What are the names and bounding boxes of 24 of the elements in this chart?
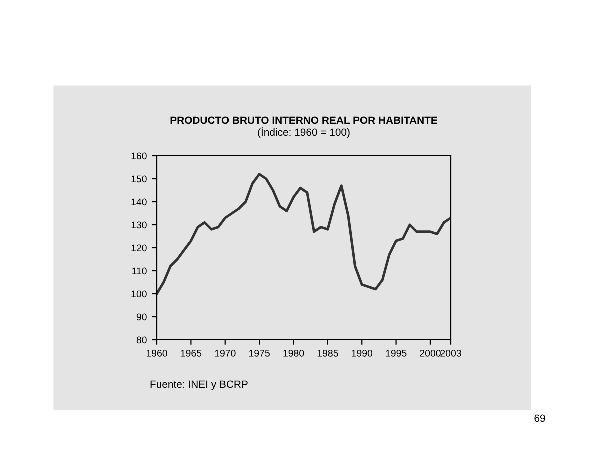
line-series — [157, 173, 451, 296]
x-tick-label: 1980 — [284, 350, 304, 357]
x-tick-label: 1960 — [146, 350, 168, 357]
chart-subtitle: (Índice: 1960 = 100) — [258, 126, 350, 138]
x-tick-label: 1990 — [352, 350, 373, 357]
source-note: Fuente: INEI y BCRP — [150, 380, 248, 390]
y-tick-label: 140 — [132, 198, 147, 206]
y-tick-label: 160 — [132, 152, 147, 160]
x-tick-label: 1995 — [386, 350, 407, 357]
x-tick-label: 2000 — [420, 350, 441, 357]
y-tick-label: 100 — [132, 290, 147, 298]
text: 69 — [534, 414, 546, 422]
x-tick-label: 2003 — [440, 350, 462, 357]
y-tick-label: 120 — [132, 244, 147, 252]
y-tick-label: 90 — [136, 314, 147, 321]
y-tick-label: 150 — [132, 176, 147, 183]
chart-title: PRODUCTO BRUTO INTERNO REAL POR HABITANTE — [170, 116, 438, 124]
x-tick-label: 1965 — [181, 350, 202, 357]
y-tick-label: 110 — [132, 268, 147, 275]
y-tick-label: 130 — [132, 222, 147, 229]
x-tick-label: 1975 — [249, 350, 270, 357]
x-tick-label: 1985 — [318, 350, 338, 357]
x-tick-label: 1970 — [215, 350, 236, 357]
y-tick-label: 80 — [136, 336, 147, 344]
